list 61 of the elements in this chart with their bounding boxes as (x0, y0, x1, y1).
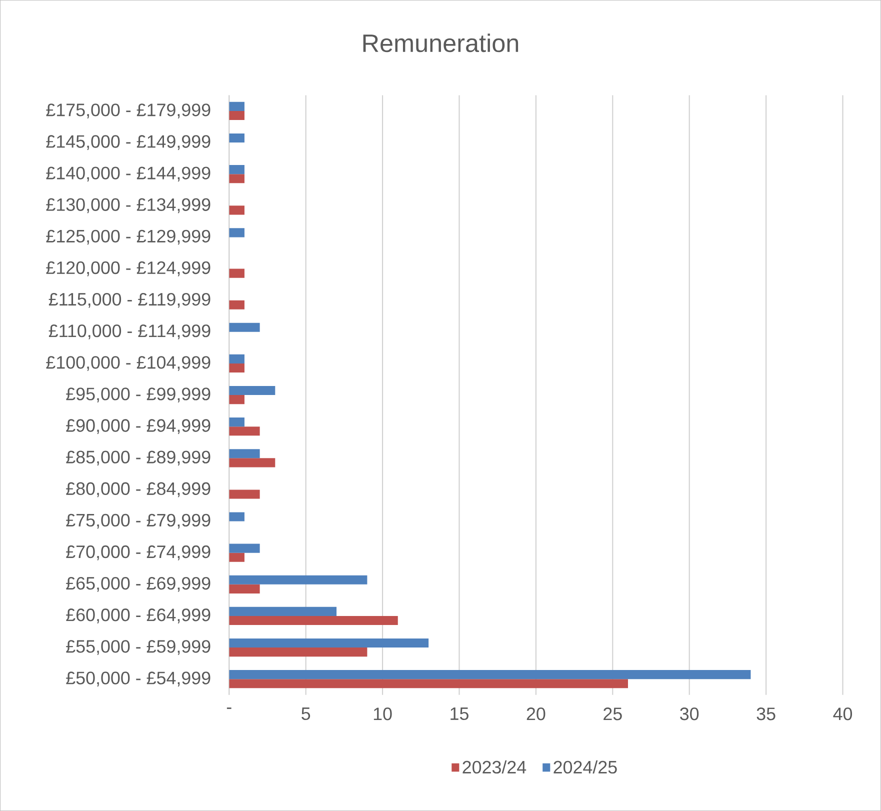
x-tick-label: 20 (526, 708, 546, 720)
bar (229, 606, 337, 616)
y-tick-label: £70,000 - £74,999 (66, 545, 210, 560)
bar (229, 638, 429, 648)
bar (229, 449, 260, 458)
bar (229, 300, 244, 310)
x-tick-label: 25 (604, 708, 622, 720)
x-tick-label: 35 (756, 708, 776, 720)
y-tick-label: £95,000 - £99,999 (66, 388, 210, 402)
bar (229, 363, 244, 373)
y-tick-label: £85,000 - £89,999 (66, 450, 210, 466)
y-tick-label: £55,000 - £59,999 (66, 640, 210, 655)
bar (229, 165, 244, 174)
legend-label: 2024/25 (554, 760, 617, 774)
y-tick-label: £125,000 - £129,999 (46, 230, 210, 245)
bar (229, 110, 244, 120)
bar (229, 679, 628, 688)
y-tick-label: £60,000 - £64,999 (66, 608, 210, 624)
x-tick-label: 40 (833, 708, 852, 720)
y-tick-label: £145,000 - £149,999 (46, 135, 210, 150)
bar (229, 174, 244, 184)
y-tick-label: £50,000 - £54,999 (66, 672, 210, 686)
y-tick-label: £75,000 - £79,999 (66, 514, 210, 529)
y-tick-label: £175,000 - £179,999 (46, 104, 210, 118)
bar (229, 228, 244, 238)
bar (229, 647, 368, 657)
y-tick-label: £130,000 - £134,999 (46, 198, 210, 214)
y-tick-label: £110,000 - £114,999 (48, 324, 210, 340)
bar (229, 418, 244, 427)
y-tick-label: £65,000 - £69,999 (66, 576, 210, 592)
bar (229, 544, 260, 553)
x-tick-label: 10 (374, 708, 392, 720)
bar (229, 426, 260, 436)
x-tick-label: 30 (680, 708, 699, 720)
bar (229, 616, 398, 625)
bar (229, 268, 244, 278)
y-tick-label: £100,000 - £104,999 (46, 356, 210, 371)
bar (229, 575, 368, 584)
bar (229, 552, 244, 562)
x-tick-label: 15 (450, 708, 468, 720)
bar (229, 395, 244, 404)
bar (229, 512, 244, 522)
bar (229, 102, 244, 111)
bar (229, 490, 260, 499)
x-tick-label: - (226, 708, 232, 709)
bar (229, 206, 244, 215)
y-tick-label: £90,000 - £94,999 (66, 419, 210, 434)
y-tick-label: £140,000 - £144,999 (46, 166, 210, 182)
bar (229, 670, 751, 680)
x-tick-label: 5 (302, 708, 310, 720)
bar (229, 133, 244, 143)
y-tick-label: £115,000 - £119,999 (48, 292, 210, 308)
bar (229, 458, 276, 468)
legend-label: 2023/24 (462, 760, 526, 774)
bar (229, 322, 260, 332)
chart-title: Remuneration (363, 34, 518, 52)
bar (229, 386, 276, 396)
bar (229, 354, 244, 364)
y-tick-label: £80,000 - £84,999 (66, 482, 210, 498)
y-tick-label: £120,000 - £124,999 (46, 261, 210, 276)
bar (229, 584, 260, 594)
